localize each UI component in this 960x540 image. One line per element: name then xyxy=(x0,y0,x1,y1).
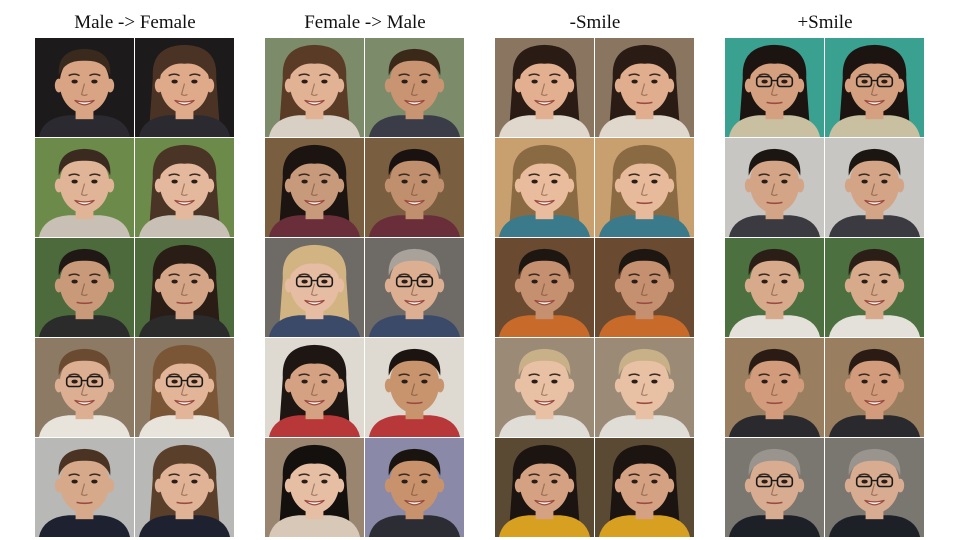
face-image-original xyxy=(725,338,824,437)
face-image-edited xyxy=(825,238,924,337)
face-portrait xyxy=(495,138,594,237)
face-image-edited xyxy=(365,138,464,237)
panel-title: Male -> Female xyxy=(74,12,196,33)
face-portrait xyxy=(35,138,134,237)
face-portrait xyxy=(35,38,134,137)
face-image-original xyxy=(495,238,594,337)
face-portrait xyxy=(365,38,464,137)
face-portrait xyxy=(595,238,694,337)
face-image-original xyxy=(265,238,364,337)
face-image-edited xyxy=(135,238,234,337)
face-portrait xyxy=(135,438,234,537)
face-portrait xyxy=(725,238,824,337)
face-image-original xyxy=(35,38,134,137)
face-image-edited xyxy=(595,238,694,337)
face-portrait xyxy=(35,338,134,437)
face-image-edited xyxy=(595,138,694,237)
face-portrait xyxy=(825,338,924,437)
face-image-original xyxy=(495,138,594,237)
face-portrait xyxy=(595,38,694,137)
face-portrait xyxy=(825,38,924,137)
face-grid xyxy=(265,38,465,537)
face-image-original xyxy=(265,338,364,437)
face-image-edited xyxy=(135,38,234,137)
panel-female-to-male: Female -> Male xyxy=(265,0,465,540)
face-portrait xyxy=(495,38,594,137)
face-portrait xyxy=(135,238,234,337)
face-image-edited xyxy=(825,138,924,237)
face-portrait xyxy=(365,338,464,437)
face-image-original xyxy=(35,338,134,437)
face-grid xyxy=(35,38,235,537)
face-image-original xyxy=(35,238,134,337)
face-image-edited xyxy=(595,338,694,437)
face-portrait xyxy=(365,438,464,537)
face-portrait xyxy=(365,238,464,337)
face-grid xyxy=(495,38,695,537)
face-portrait xyxy=(495,338,594,437)
face-image-original xyxy=(725,38,824,137)
face-grid xyxy=(725,38,925,537)
face-portrait xyxy=(135,138,234,237)
face-portrait xyxy=(135,338,234,437)
face-portrait xyxy=(265,438,364,537)
face-portrait xyxy=(725,38,824,137)
face-image-edited xyxy=(135,138,234,237)
face-portrait xyxy=(595,138,694,237)
face-image-edited xyxy=(825,438,924,537)
panel-title: Female -> Male xyxy=(304,12,426,33)
face-image-original xyxy=(495,338,594,437)
face-image-original xyxy=(495,438,594,537)
face-portrait xyxy=(725,338,824,437)
face-image-edited xyxy=(135,338,234,437)
face-portrait xyxy=(35,438,134,537)
face-image-edited xyxy=(365,238,464,337)
face-portrait xyxy=(825,138,924,237)
face-portrait xyxy=(825,238,924,337)
face-portrait xyxy=(135,38,234,137)
face-image-original xyxy=(265,438,364,537)
face-image-edited xyxy=(595,38,694,137)
face-image-edited xyxy=(365,338,464,437)
face-portrait xyxy=(265,238,364,337)
face-image-original xyxy=(265,138,364,237)
face-portrait xyxy=(495,438,594,537)
face-image-original xyxy=(35,438,134,537)
face-portrait xyxy=(495,238,594,337)
face-portrait xyxy=(725,138,824,237)
panel-title: +Smile xyxy=(797,12,853,33)
panel-title: -Smile xyxy=(569,12,621,33)
face-image-edited xyxy=(825,38,924,137)
panel-minus-smile: -Smile xyxy=(495,0,695,540)
face-image-original xyxy=(725,238,824,337)
face-portrait xyxy=(265,138,364,237)
face-image-edited xyxy=(365,438,464,537)
face-portrait xyxy=(825,438,924,537)
face-portrait xyxy=(595,438,694,537)
face-portrait xyxy=(265,38,364,137)
face-image-original xyxy=(725,438,824,537)
face-image-edited xyxy=(825,338,924,437)
panel-male-to-female: Male -> Female xyxy=(35,0,235,540)
face-portrait xyxy=(365,138,464,237)
panel-plus-smile: +Smile xyxy=(725,0,925,540)
face-image-original xyxy=(495,38,594,137)
face-image-edited xyxy=(595,438,694,537)
face-portrait xyxy=(35,238,134,337)
face-portrait xyxy=(725,438,824,537)
face-portrait xyxy=(265,338,364,437)
face-portrait xyxy=(595,338,694,437)
face-image-original xyxy=(265,38,364,137)
face-image-edited xyxy=(135,438,234,537)
face-image-edited xyxy=(365,38,464,137)
face-image-original xyxy=(35,138,134,237)
face-image-original xyxy=(725,138,824,237)
